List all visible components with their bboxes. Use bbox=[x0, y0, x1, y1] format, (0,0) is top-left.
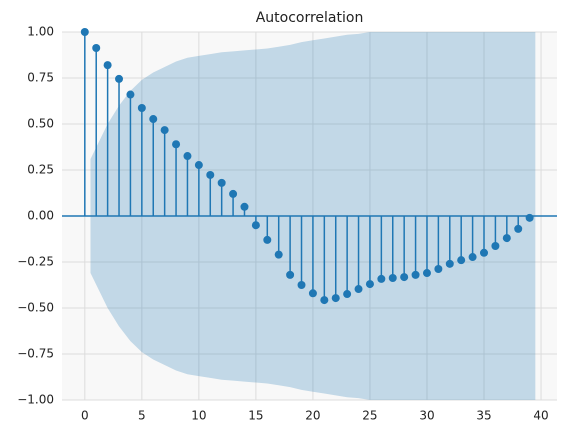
stem-marker bbox=[103, 61, 112, 70]
y-tick-label: −0.25 bbox=[17, 255, 54, 269]
x-tick-label: 25 bbox=[362, 409, 377, 423]
stem-marker bbox=[468, 253, 477, 262]
stem-marker bbox=[480, 248, 489, 257]
stem-marker bbox=[115, 74, 124, 83]
chart-title: Autocorrelation bbox=[256, 10, 364, 26]
stem-marker bbox=[331, 294, 340, 303]
stem-marker bbox=[445, 259, 454, 268]
stem-marker bbox=[377, 274, 386, 283]
stem-marker bbox=[206, 170, 215, 179]
stem-marker bbox=[422, 269, 431, 278]
stem-marker bbox=[502, 234, 511, 243]
stem-marker bbox=[194, 161, 203, 170]
stem-marker bbox=[411, 270, 420, 279]
y-tick-label: −0.50 bbox=[17, 301, 54, 315]
stem-marker bbox=[308, 289, 317, 298]
stem-marker bbox=[217, 178, 226, 187]
stem-marker bbox=[365, 280, 374, 289]
y-tick-label: −1.00 bbox=[17, 393, 54, 407]
y-tick-label: 1.00 bbox=[27, 25, 54, 39]
stem-marker bbox=[297, 281, 306, 289]
stem-marker bbox=[491, 241, 500, 250]
x-tick-label: 15 bbox=[248, 409, 263, 423]
stem-marker bbox=[80, 28, 89, 36]
stem-marker bbox=[354, 285, 363, 294]
stem-marker bbox=[160, 126, 169, 135]
stem-marker bbox=[274, 250, 283, 259]
y-tick-label: 0.75 bbox=[27, 71, 54, 85]
x-tick-label: 0 bbox=[81, 409, 89, 423]
stem-marker bbox=[172, 140, 181, 149]
y-tick-label: 0.25 bbox=[27, 163, 54, 177]
y-tick-label: −0.75 bbox=[17, 347, 54, 361]
stem-marker bbox=[126, 90, 135, 99]
stem-marker bbox=[457, 256, 466, 265]
stem-marker bbox=[388, 274, 397, 283]
stem-marker bbox=[286, 270, 295, 279]
stem-marker bbox=[92, 44, 101, 53]
x-tick-label: 5 bbox=[138, 409, 146, 423]
y-tick-label: 0.00 bbox=[27, 209, 54, 223]
stem-marker bbox=[514, 224, 523, 233]
stem-marker bbox=[263, 235, 272, 244]
x-tick-label: 20 bbox=[305, 409, 320, 423]
stem-marker bbox=[251, 221, 260, 230]
stem-marker bbox=[240, 202, 249, 211]
stem-marker bbox=[400, 273, 409, 282]
x-tick-label: 30 bbox=[419, 409, 434, 423]
x-tick-label: 40 bbox=[533, 409, 548, 423]
stem-marker bbox=[149, 115, 158, 124]
stem-marker bbox=[525, 213, 534, 222]
stem-marker bbox=[137, 103, 146, 112]
stem-marker bbox=[434, 264, 443, 273]
stem-marker bbox=[343, 290, 352, 299]
stem-marker bbox=[183, 152, 192, 161]
y-tick-label: 0.50 bbox=[27, 117, 54, 131]
stem-marker bbox=[229, 189, 238, 198]
stem-marker bbox=[320, 296, 329, 305]
x-tick-label: 10 bbox=[191, 409, 206, 423]
x-tick-label: 35 bbox=[476, 409, 491, 423]
